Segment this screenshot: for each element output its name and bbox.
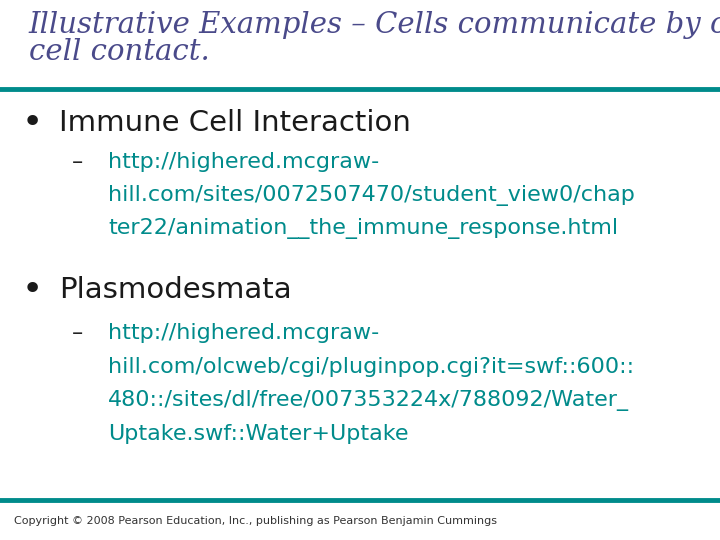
Text: •: • — [22, 106, 43, 140]
Text: hill.com/sites/0072507470/student_view0/chap: hill.com/sites/0072507470/student_view0/… — [108, 185, 635, 206]
Text: Uptake.swf::Water+Uptake: Uptake.swf::Water+Uptake — [108, 423, 408, 444]
Text: ter22/animation__the_immune_response.html: ter22/animation__the_immune_response.htm… — [108, 219, 618, 239]
Text: 480::/sites/dl/free/007353224x/788092/Water_: 480::/sites/dl/free/007353224x/788092/Wa… — [108, 390, 629, 410]
Text: Copyright © 2008 Pearson Education, Inc., publishing as Pearson Benjamin Cumming: Copyright © 2008 Pearson Education, Inc.… — [14, 516, 498, 526]
Text: hill.com/olcweb/cgi/pluginpop.cgi?it=swf::600::: hill.com/olcweb/cgi/pluginpop.cgi?it=swf… — [108, 356, 634, 377]
Text: http://highered.mcgraw-: http://highered.mcgraw- — [108, 323, 379, 343]
Text: http://highered.mcgraw-: http://highered.mcgraw- — [108, 152, 379, 172]
Text: Immune Cell Interaction: Immune Cell Interaction — [59, 109, 411, 137]
Text: –: – — [72, 152, 84, 172]
Text: cell contact.: cell contact. — [29, 38, 210, 66]
Text: Plasmodesmata: Plasmodesmata — [59, 276, 292, 304]
Text: Illustrative Examples – Cells communicate by cell-to-: Illustrative Examples – Cells communicat… — [29, 11, 720, 39]
Text: •: • — [22, 273, 43, 307]
Text: –: – — [72, 323, 84, 343]
